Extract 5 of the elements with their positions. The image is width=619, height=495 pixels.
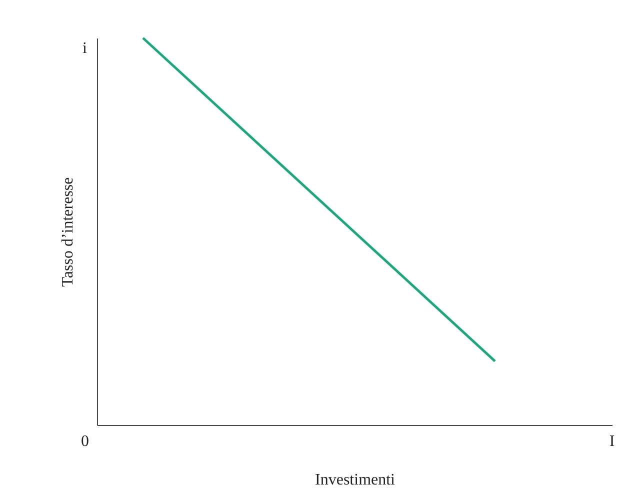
text: 0 bbox=[81, 433, 89, 450]
x-axis-title: Investimenti bbox=[315, 472, 396, 488]
y-axis-title: Tasso d’interesse bbox=[60, 177, 76, 287]
text: I bbox=[609, 433, 615, 450]
text: i bbox=[82, 40, 88, 57]
